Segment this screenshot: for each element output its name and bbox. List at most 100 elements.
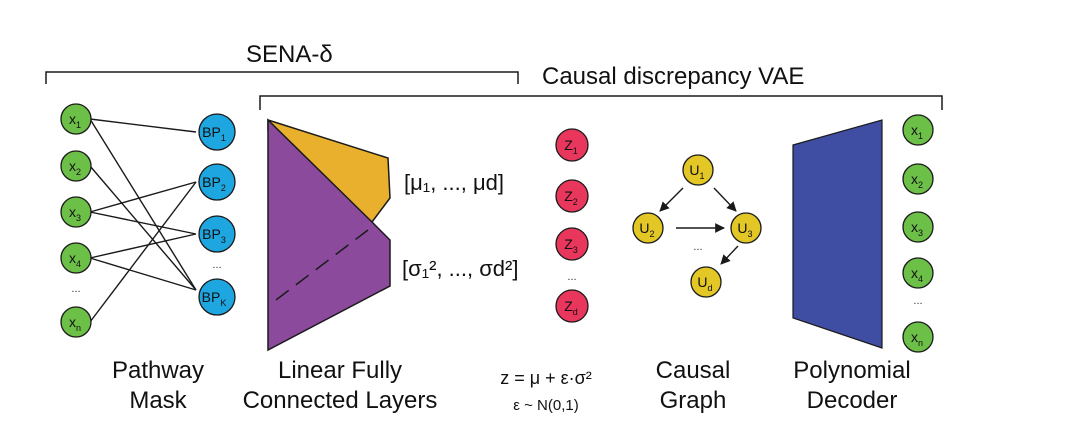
decoder-caption-line1: Polynomial [793,357,910,384]
input-node: xn [60,306,92,338]
pathway-node: BPK [198,278,236,316]
pathway-node: BP3 [198,215,236,253]
output-node-circle [902,321,934,353]
pathway-mask-edges [89,118,197,323]
output-node-circle [902,114,934,146]
latent-node: Z1 [555,128,589,162]
causal-caption-line1: Causal [656,357,731,384]
latent-node: Zd [555,289,589,323]
pathway-caption-line1: Pathway [112,357,204,384]
input-node-circle [60,306,92,338]
output-ellipsis: ... [913,295,922,307]
causal-node-circle [730,212,762,244]
pathway-node-label: BP1 [202,124,226,143]
pathway-node: BP1 [198,113,236,151]
sigma-vector-label: [σ₁², ..., σd²] [402,256,518,281]
input-node: x3 [60,196,92,228]
input-node-label: x1 [69,111,81,130]
input-ellipsis: ... [71,283,80,295]
edge-x3-bp2 [89,181,197,213]
sigma-layer [267,118,391,352]
output-node: x4 [902,257,934,289]
output-nodes: x1 x2 x3 x4 xn... [902,114,934,353]
causal-node-circle [632,212,664,244]
output-node: x1 [902,114,934,146]
causal-node: Ud [690,266,722,298]
vae-bracket [259,95,943,110]
causal-node: U3 [730,212,762,244]
causal-caption-line2: Graph [660,387,727,414]
pathway-node-circle [198,278,236,316]
vae-label: Causal discrepancy VAE [542,63,804,90]
causal-node-circle [690,266,722,298]
input-node: x2 [60,150,92,182]
input-node-label: xn [69,314,81,333]
output-node-label: x1 [911,122,923,141]
decoder-caption-line2: Decoder [807,387,898,414]
edge-u3-ud [720,245,739,265]
latent-node-circle [555,128,589,162]
encoder-dashed-line [275,229,369,301]
latent-nodes: Z1 Z2 Z3 Zd... [555,128,589,323]
edge-x1-bpk [89,118,197,291]
causal-node-label: U3 [737,220,752,239]
pathway-ellipsis: ... [212,259,221,271]
latent-node-label: Z3 [564,236,578,255]
input-node-label: x4 [69,250,81,269]
causal-graph-edges [659,187,739,265]
edge-u1-u2 [659,187,684,212]
edge-xn-bp2 [89,181,197,323]
latent-node-circle [555,289,589,323]
causal-node-label: Ud [697,274,712,293]
input-node-circle [60,242,92,274]
input-node-label: x2 [69,158,81,177]
edge-x2-bpk [89,165,197,291]
latent-node: Z2 [555,179,589,213]
latent-node-label: Zd [564,298,578,317]
causal-ellipsis: ... [693,241,702,253]
edge-x4-bp3 [89,233,197,259]
causal-node-circle [682,154,714,186]
latent-ellipsis: ... [567,271,576,283]
edge-u1-u3 [713,187,737,212]
output-node-circle [902,211,934,243]
input-node-circle [60,196,92,228]
input-node-label: x3 [69,204,81,223]
output-node-circle [902,163,934,195]
output-node-label: x4 [911,265,923,284]
polynomial-decoder-shape [792,119,883,349]
pathway-node-label: BP2 [202,174,226,193]
output-node-label: xn [911,329,923,348]
output-node: x2 [902,163,934,195]
causal-node: U2 [632,212,664,244]
pathway-node-circle [198,215,236,253]
latent-node-circle [555,179,589,213]
causal-node-label: U1 [689,162,704,181]
output-node-label: x2 [911,171,923,190]
noise-distribution: ε ~ N(0,1) [513,397,578,414]
output-node-label: x3 [911,219,923,238]
edge-x3-bp3 [89,211,197,235]
latent-node: Z3 [555,227,589,261]
encoder-layers [267,118,391,352]
pathway-node-label: BPK [202,289,227,308]
latent-node-label: Z1 [564,137,578,156]
linear-caption-line2: Connected Layers [243,387,438,414]
pathway-node: BP2 [198,163,236,201]
edge-x1-bp1 [89,118,197,133]
output-node-circle [902,257,934,289]
input-node: x1 [60,103,92,135]
mu-vector-label: [μ₁, ..., μd] [404,170,504,195]
pathway-caption-line2: Mask [129,387,187,414]
output-node: x3 [902,211,934,243]
input-node: x4 [60,242,92,274]
pathway-node-circle [198,113,236,151]
pathway-nodes: BP1 BP2 BP3 BPK... [198,113,236,316]
pathway-node-label: BP3 [202,226,226,245]
reparam-equation: z = μ + ε·σ² [500,368,592,388]
sena-label: SENA-δ [246,41,333,68]
input-node-circle [60,103,92,135]
causal-nodes: U1 U2 U3 Ud... [632,154,762,298]
pathway-node-circle [198,163,236,201]
